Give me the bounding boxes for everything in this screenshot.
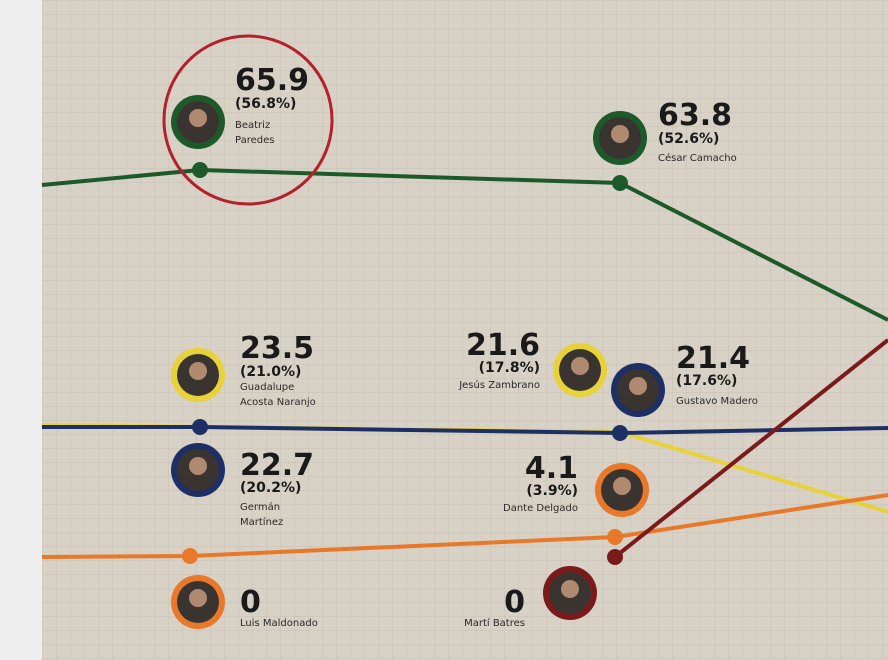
percent: (17.6%) — [676, 373, 737, 389]
dot — [192, 162, 208, 178]
photo-face — [613, 477, 631, 495]
photo-face — [629, 377, 647, 395]
photo-face — [189, 457, 207, 475]
percent: (3.9%) — [526, 483, 578, 499]
percent: (52.6%) — [658, 131, 719, 147]
name: Guadalupe — [240, 382, 294, 393]
photo-face — [189, 589, 207, 607]
percent: (56.8%) — [235, 96, 296, 112]
name: Jesús Zambrano — [458, 379, 540, 391]
name: Gustavo Madero — [676, 396, 758, 407]
name: Martí Batres — [464, 617, 525, 629]
value: 0 — [504, 585, 525, 620]
dot — [192, 419, 208, 435]
value: 0 — [240, 585, 261, 620]
value: 23.5 — [240, 331, 314, 366]
value: 63.8 — [658, 98, 732, 133]
value: 21.4 — [676, 341, 750, 376]
dot — [612, 425, 628, 441]
green-line — [41, 167, 888, 322]
value: 65.9 — [235, 63, 309, 98]
name: Beatriz — [235, 120, 270, 131]
name: Germán — [240, 501, 280, 513]
value: 21.6 — [466, 328, 540, 363]
name: Dante Delgado — [503, 503, 578, 514]
lines — [41, 167, 888, 559]
percent: (21.0%) — [240, 364, 301, 380]
name: Luis Maldonado — [240, 618, 318, 629]
highlight-circle — [162, 34, 334, 206]
photo-face — [571, 357, 589, 375]
name: César Camacho — [658, 152, 737, 164]
dot — [607, 529, 623, 545]
dot — [182, 548, 198, 564]
blue-line — [42, 425, 888, 436]
dots — [182, 162, 628, 565]
value: 4.1 — [525, 451, 578, 486]
name: Acosta Naranjo — [240, 397, 316, 408]
red-line — [613, 338, 888, 559]
orange-line — [41, 493, 888, 559]
name: Martínez — [240, 516, 283, 528]
photo-face — [561, 580, 579, 598]
candidates: 65.9(56.8%) Beatriz Paredes 63.8(52.6%) Césa… — [171, 63, 758, 629]
name: Paredes — [235, 135, 274, 146]
dot — [607, 549, 623, 565]
photo-face — [189, 109, 207, 127]
dot — [612, 175, 628, 191]
value: 22.7 — [240, 448, 314, 483]
percent: (20.2%) — [240, 480, 301, 496]
photo-face — [611, 125, 629, 143]
percent: (17.8%) — [479, 360, 540, 376]
photo-face — [189, 362, 207, 380]
